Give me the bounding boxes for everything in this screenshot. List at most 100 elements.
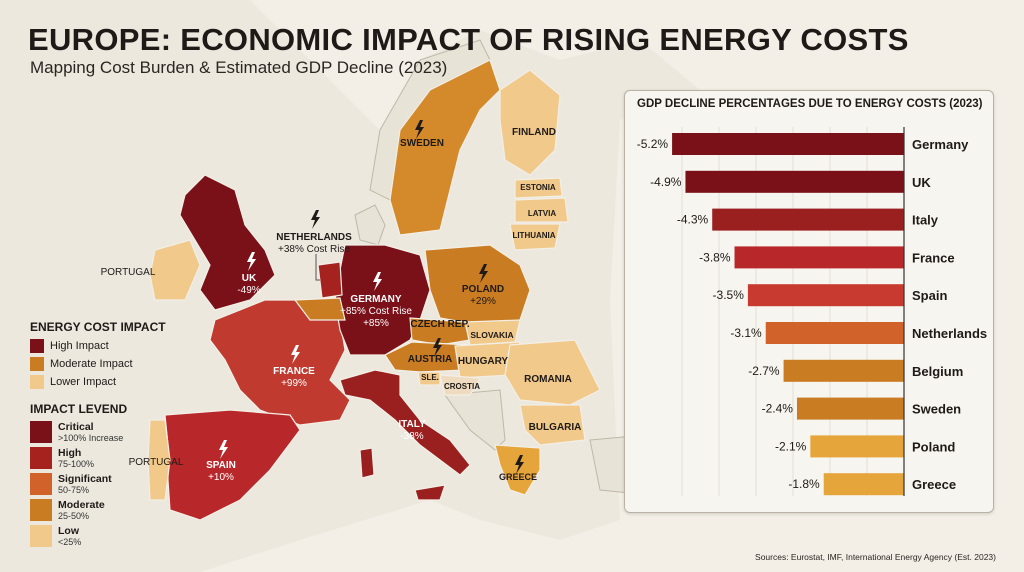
legend-label: Moderate Impact bbox=[50, 358, 133, 370]
legend-item: Significant 50-75% bbox=[30, 473, 127, 495]
label-slovenia: SLE. bbox=[421, 373, 439, 382]
bar-greece bbox=[823, 473, 904, 496]
source-note: Sources: Eurostat, IMF, International En… bbox=[755, 552, 996, 562]
label-italy: ITALY -38% bbox=[398, 419, 426, 442]
label-croatia: CROSTIA bbox=[444, 382, 480, 391]
legend-title: IMPACT LEVEND bbox=[30, 402, 128, 416]
label-austria: AUSTRIA bbox=[407, 354, 453, 365]
page-subtitle: Mapping Cost Burden & Estimated GDP Decl… bbox=[30, 58, 448, 77]
lightning-icon bbox=[373, 272, 382, 291]
label-portugal: PORTUGAL bbox=[128, 457, 184, 468]
lightning-icon bbox=[433, 338, 442, 357]
data-label: -3.5% bbox=[713, 288, 745, 302]
category-label: Germany bbox=[912, 137, 969, 152]
legend-label: Critical bbox=[58, 420, 94, 433]
label-poland: POLAND +29% bbox=[461, 284, 505, 307]
label-lithuania: LITHUANIA bbox=[512, 231, 556, 240]
legend-label: Significant bbox=[58, 472, 112, 485]
country-sicily bbox=[414, 484, 446, 501]
label-sweden: SWEDEN bbox=[400, 138, 444, 149]
legend-swatch bbox=[30, 375, 44, 389]
legend-label: High bbox=[58, 446, 82, 459]
legend-item: Moderate Impact bbox=[30, 357, 166, 371]
bar-sweden bbox=[796, 397, 904, 420]
legend-swatch bbox=[30, 499, 52, 521]
label-france: FRANCE +99% bbox=[273, 366, 315, 389]
data-label: -5.2% bbox=[637, 137, 669, 151]
country-bulgaria bbox=[519, 404, 586, 446]
legend-label: Low bbox=[58, 524, 79, 537]
label-estonia: ESTONIA bbox=[520, 183, 556, 192]
bar-germany bbox=[672, 133, 904, 155]
label-bulgaria: BULGARIA bbox=[528, 422, 582, 433]
legend-item: Moderate 25-50% bbox=[30, 499, 127, 521]
country-lithuania bbox=[509, 223, 561, 251]
data-label: -4.3% bbox=[677, 213, 709, 227]
country-czech bbox=[409, 317, 471, 346]
legend-swatch bbox=[30, 421, 52, 443]
category-label: Poland bbox=[912, 439, 955, 454]
category-label: France bbox=[912, 250, 955, 265]
label-greece: GREECE bbox=[498, 472, 538, 482]
country-italy bbox=[339, 369, 471, 476]
label-uk: UK -49% bbox=[237, 273, 261, 296]
country-estonia bbox=[514, 177, 563, 199]
legend-range: 75-100% bbox=[58, 458, 95, 469]
country-portugal bbox=[147, 419, 171, 501]
label-slovakia: SLOVAKIA bbox=[470, 330, 514, 340]
legend-range: 50-75% bbox=[58, 484, 90, 495]
lightning-icon bbox=[479, 264, 488, 283]
lightning-icon bbox=[291, 345, 300, 364]
legend-swatch bbox=[30, 447, 52, 469]
category-label: UK bbox=[912, 175, 931, 190]
legend-range: 25-50% bbox=[58, 510, 90, 521]
legend-range: >100% Increase bbox=[58, 432, 124, 443]
gdp-chart-panel: GDP DECLINE PERCENTAGES DUE TO ENERGY CO… bbox=[624, 90, 994, 513]
legend-swatch bbox=[30, 525, 52, 547]
bar-spain bbox=[747, 284, 904, 307]
legend-energy-cost: ENERGY COST IMPACT High Impact Moderate I… bbox=[30, 320, 166, 393]
bar-france bbox=[734, 246, 904, 269]
label-spain: SPAIN +10% bbox=[206, 460, 236, 483]
data-label: -2.1% bbox=[775, 439, 807, 453]
legend-item: High 75-100% bbox=[30, 447, 127, 469]
legend-item: Critical >100% Increase bbox=[30, 421, 127, 443]
data-label: -1.8% bbox=[788, 477, 820, 491]
lightning-icon bbox=[311, 210, 320, 229]
bar-poland bbox=[810, 435, 904, 458]
chart-title: GDP DECLINE PERCENTAGES DUE TO ENERGY CO… bbox=[637, 98, 983, 110]
bar-uk bbox=[685, 170, 904, 193]
legend-range: <25% bbox=[58, 536, 82, 547]
legend-swatch bbox=[30, 473, 52, 495]
legend-swatch bbox=[30, 357, 44, 371]
data-label: -2.7% bbox=[748, 364, 780, 378]
legend-impact: IMPACT LEVEND Critical >100% Increase High… bbox=[30, 402, 127, 551]
country-belgium bbox=[293, 297, 346, 321]
category-label: Spain bbox=[912, 288, 947, 303]
bar-netherlands bbox=[765, 322, 904, 344]
label-germany: GERMANY +85% Cost Rise +85% bbox=[340, 294, 412, 329]
category-label: Netherlands bbox=[912, 326, 987, 341]
data-label: -4.9% bbox=[650, 175, 682, 189]
label-portugal-top: PORTUGAL bbox=[100, 267, 156, 278]
data-label: -3.1% bbox=[730, 326, 762, 340]
legend-title: ENERGY COST IMPACT bbox=[30, 320, 166, 334]
label-romania: ROMANIA bbox=[524, 374, 572, 385]
label-hungary: HUNGARY bbox=[457, 356, 509, 367]
legend-label: High Impact bbox=[50, 340, 109, 352]
lightning-icon bbox=[247, 252, 256, 271]
category-label: Sweden bbox=[912, 402, 961, 417]
country-netherlands bbox=[317, 261, 343, 299]
label-czech: CZECH REP. bbox=[410, 319, 470, 330]
country-sweden bbox=[389, 59, 501, 236]
label-finland: FINLAND bbox=[512, 127, 556, 138]
legend-swatch bbox=[30, 339, 44, 353]
legend-item: Low <25% bbox=[30, 525, 127, 547]
country-sardinia bbox=[359, 447, 375, 479]
lightning-icon bbox=[219, 440, 228, 459]
lightning-icon bbox=[415, 120, 424, 139]
country-ireland bbox=[149, 239, 201, 301]
country-slovenia bbox=[417, 371, 441, 386]
label-netherlands: NETHERLANDS +38% Cost Rise bbox=[276, 232, 352, 255]
